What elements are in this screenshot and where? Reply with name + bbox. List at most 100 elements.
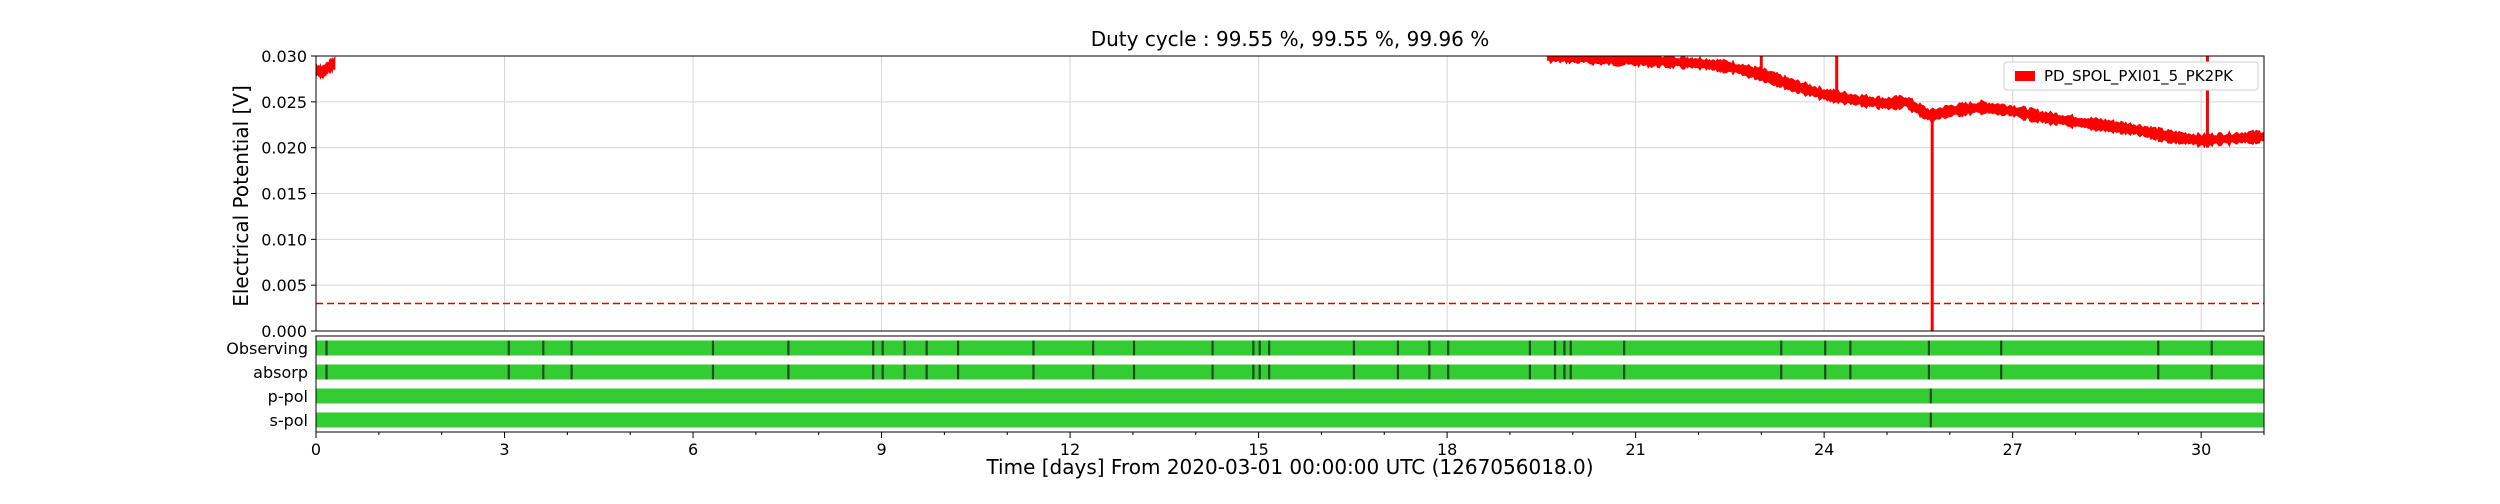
segment-gap [2210,340,2213,356]
segment-rows: Observing absorp p-pol s-pol [226,335,2265,433]
y-tick-label: 0.030 [261,47,307,66]
segment-gap [1428,340,1431,356]
segment-gap [1258,340,1261,356]
segment-gap [570,364,573,380]
segment-gap [787,364,790,380]
segment-gap [325,340,328,356]
main-plot: 0.000 0.005 0.010 0.015 0.020 0.025 0.030 [261,47,2265,341]
segment-gap [1569,364,1572,380]
legend-label: PD_SPOL_PXI01_5_PK2PK [2044,67,2234,86]
chart-title: Duty cycle : 99.55 %, 99.55 %, 99.96 % [1091,27,1490,51]
segment-gap [956,340,960,356]
segment-gap [1780,340,1783,356]
segment-gap [542,364,545,380]
x-tick-label: 30 [2191,440,2211,459]
segment-gap [1032,364,1035,380]
segment-gap [711,340,715,356]
segment-label: p-pol [268,387,308,406]
segment-gap [881,340,884,356]
segment-gap [1211,364,1214,380]
segment-gap [872,340,875,356]
segment-label: s-pol [270,411,309,430]
segment-gap [1092,364,1095,380]
segment-gap [872,364,875,380]
y-tick-label: 0.025 [261,93,307,112]
segment-gap [1824,364,1827,380]
segment-gap [1553,364,1557,380]
plot-frame [315,55,2265,332]
segment-gap [1252,364,1255,380]
x-tick-label: 9 [876,440,886,459]
segment-gap [507,364,510,380]
segment-gap [1396,340,1400,356]
x-tick-label: 24 [1814,440,1834,459]
segment-gap [881,364,884,380]
series-band [1547,56,2264,149]
x-tick-label: 12 [1060,440,1080,459]
segment-gap [1447,364,1450,380]
segment-gap [1528,340,1531,356]
segment-gap [325,364,328,380]
segment-gap [1268,364,1271,380]
segment-gap [1553,340,1557,356]
x-tick-label: 15 [1248,440,1268,459]
segment-gap [1268,340,1271,356]
x-axis-label: Time [days] From 2020-03-01 00:00:00 UTC… [985,455,1593,479]
segment-gap [711,364,715,380]
legend-box [2003,61,2259,91]
segment-bar [316,388,2264,404]
series-band [316,56,336,80]
y-tick-label: 0.005 [261,276,307,295]
segment-gap [1528,364,1531,380]
x-tick-label: 18 [1437,440,1457,459]
segment-gap [903,340,906,356]
segment-gap [2000,340,2003,356]
segment-gap [1849,364,1852,380]
y-tick-label: 0.015 [261,185,307,204]
segment-gap [925,340,928,356]
segment-gap [1824,340,1827,356]
segment-gap [1092,340,1095,356]
y-axis-label: Electrical Potential [V] [229,85,253,307]
segment-gap [1211,340,1214,356]
segment-bar [316,364,2264,380]
segment-gap [903,364,906,380]
segment-gap [1258,364,1261,380]
segment-gap [2157,340,2160,356]
segment-gap [1428,364,1431,380]
series-group [316,56,2264,331]
segment-gap [1849,340,1852,356]
segment-bar [316,412,2264,428]
segment-gap [1927,340,1931,356]
segment-gap [1563,340,1566,356]
segment-frame [315,335,2265,433]
segment-gap [956,364,960,380]
y-tick-label: 0.000 [261,322,307,341]
segment-gap [1252,340,1255,356]
segment-gap [1929,412,1932,428]
segment-gap [2210,364,2213,380]
x-tick-label: 3 [499,440,509,459]
segment-gap [1396,364,1400,380]
y-tick-label: 0.020 [261,139,307,158]
segment-gap [1563,364,1566,380]
legend-swatch [2015,71,2035,81]
segment-gap [2157,364,2160,380]
segment-gap [1032,340,1035,356]
segment-gap [1929,388,1932,404]
segment-gap [1623,340,1626,356]
y-tick-label: 0.010 [261,230,307,249]
segment-label: absorp [253,363,308,382]
segment-gap [1132,340,1136,356]
segment-gap [507,340,510,356]
segment-gap [1780,364,1783,380]
segment-gap [1352,364,1356,380]
x-tick-label: 27 [2002,440,2022,459]
segment-gap [542,340,545,356]
segment-gap [1927,364,1931,380]
segment-gap [1132,364,1136,380]
legend: PD_SPOL_PXI01_5_PK2PK [2003,61,2259,91]
